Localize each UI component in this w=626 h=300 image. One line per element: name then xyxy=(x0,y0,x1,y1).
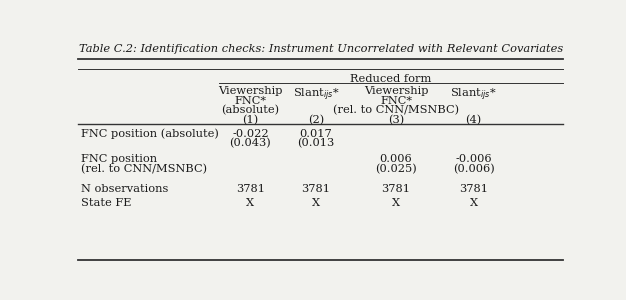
Text: Reduced form: Reduced form xyxy=(351,74,432,84)
Text: FNC position (absolute): FNC position (absolute) xyxy=(81,129,218,140)
Text: Viewership: Viewership xyxy=(218,86,283,96)
Text: State FE: State FE xyxy=(81,198,131,208)
Text: (0.025): (0.025) xyxy=(375,164,417,174)
Text: FNC*: FNC* xyxy=(380,96,412,106)
Text: (1): (1) xyxy=(242,115,259,125)
Text: (4): (4) xyxy=(466,115,482,125)
Text: 3781: 3781 xyxy=(459,184,488,194)
Text: 3781: 3781 xyxy=(302,184,331,194)
Text: (0.013: (0.013 xyxy=(297,138,335,148)
Text: (2): (2) xyxy=(308,115,324,125)
Text: X: X xyxy=(392,198,400,208)
Text: -0.006: -0.006 xyxy=(455,154,492,164)
Text: FNC*: FNC* xyxy=(235,96,267,106)
Text: (0.006): (0.006) xyxy=(453,164,495,174)
Text: FNC position: FNC position xyxy=(81,154,156,164)
Text: Slant$_{ijs}$*: Slant$_{ijs}$* xyxy=(293,86,339,103)
Text: (rel. to CNN/MSNBC): (rel. to CNN/MSNBC) xyxy=(81,164,207,174)
Text: X: X xyxy=(312,198,320,208)
Text: Slant$_{ijs}$*: Slant$_{ijs}$* xyxy=(450,86,497,103)
Text: N observations: N observations xyxy=(81,184,168,194)
Text: X: X xyxy=(247,198,255,208)
Text: (0.043): (0.043) xyxy=(230,138,271,148)
Text: (3): (3) xyxy=(388,115,404,125)
Text: 3781: 3781 xyxy=(236,184,265,194)
Text: -0.022: -0.022 xyxy=(232,129,269,139)
Text: 0.006: 0.006 xyxy=(379,154,413,164)
Text: (rel. to CNN/MSNBC): (rel. to CNN/MSNBC) xyxy=(333,105,459,116)
Text: 0.017: 0.017 xyxy=(300,129,332,139)
Text: X: X xyxy=(470,198,478,208)
Text: Table C.2: Identification checks: Instrument Uncorrelated with Relevant Covariat: Table C.2: Identification checks: Instru… xyxy=(79,44,563,54)
Text: 3781: 3781 xyxy=(381,184,411,194)
Text: (absolute): (absolute) xyxy=(222,105,280,116)
Text: Viewership: Viewership xyxy=(364,86,428,96)
